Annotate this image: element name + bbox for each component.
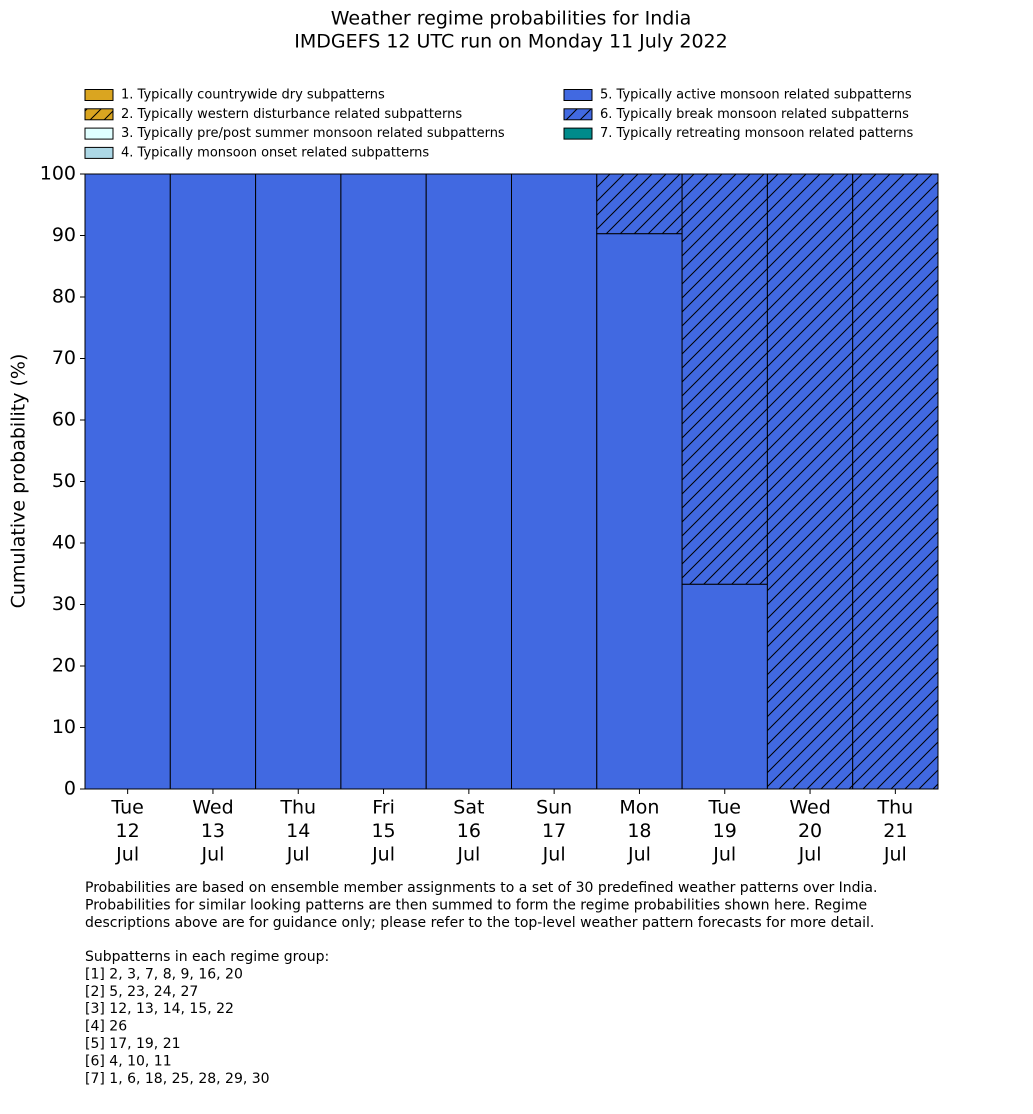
bar-segment (681, 583, 768, 790)
x-tick-label: 17 (542, 820, 566, 842)
y-tick-label: 100 (40, 163, 76, 185)
legend-swatch (84, 89, 114, 101)
bar-segment (596, 173, 683, 235)
x-tick-label: Jul (627, 844, 651, 866)
legend-label: 5. Typically active monsoon related subp… (600, 88, 912, 103)
x-tick-label: 16 (457, 820, 481, 842)
subpattern-line: [4] 26 (85, 1019, 127, 1035)
x-tick-label: 21 (883, 820, 907, 842)
subpattern-line: [1] 2, 3, 7, 8, 9, 16, 20 (85, 966, 243, 982)
subpattern-line: [5] 17, 19, 21 (85, 1036, 181, 1052)
y-tick-label: 30 (52, 593, 76, 615)
x-tick-label: 19 (713, 820, 737, 842)
x-tick-label: Jul (798, 844, 822, 866)
legend-label: 7. Typically retreating monsoon related … (600, 126, 913, 141)
x-tick-label: Sat (453, 797, 484, 819)
x-tick-label: Fri (372, 797, 395, 819)
legend-swatch (84, 127, 114, 140)
x-tick-label: 15 (371, 820, 395, 842)
legend-swatch (563, 108, 593, 121)
subpattern-line: [6] 4, 10, 11 (85, 1053, 172, 1069)
y-tick-label: 20 (52, 655, 76, 677)
legend-swatch (563, 127, 593, 140)
y-tick-label: 0 (64, 778, 76, 800)
x-tick-label: Wed (789, 797, 830, 819)
x-tick-label: 14 (286, 820, 310, 842)
x-tick-label: Jul (712, 844, 736, 866)
y-tick-label: 90 (52, 224, 76, 246)
subpattern-line: [7] 1, 6, 18, 25, 28, 29, 30 (85, 1071, 270, 1087)
x-tick-label: 18 (627, 820, 651, 842)
legend-swatch (84, 108, 114, 121)
legend-swatch (84, 146, 114, 159)
x-tick-label: Thu (876, 797, 913, 819)
chart-subtitle: IMDGEFS 12 UTC run on Monday 11 July 202… (294, 31, 727, 53)
x-tick-label: Jul (115, 844, 139, 866)
x-tick-label: 13 (201, 820, 225, 842)
chart-title: Weather regime probabilities for India (331, 8, 692, 30)
bar-segment (596, 233, 683, 790)
footnote: descriptions above are for guidance only… (85, 915, 874, 931)
bar-segment (511, 173, 598, 790)
y-tick-label: 70 (52, 347, 76, 369)
footnote: Probabilities are based on ensemble memb… (85, 880, 877, 896)
bar-segment (255, 173, 342, 790)
legend-label: 2. Typically western disturbance related… (121, 107, 462, 122)
bar-segment (425, 173, 513, 790)
y-tick-label: 80 (52, 286, 76, 308)
bar-segment (681, 173, 768, 585)
x-tick-label: Mon (619, 797, 659, 819)
y-tick-label: 60 (52, 409, 76, 431)
x-tick-label: Jul (456, 844, 480, 866)
bar-segment (766, 173, 854, 790)
legend-label: 3. Typically pre/post summer monsoon rel… (121, 126, 505, 141)
y-tick-label: 10 (52, 716, 76, 738)
footnote: Probabilities for similar looking patter… (85, 897, 867, 913)
x-tick-label: 12 (116, 820, 140, 842)
bar-segment (852, 173, 939, 790)
subpattern-line: [2] 5, 23, 24, 27 (85, 984, 198, 1000)
x-tick-label: Tue (708, 797, 741, 819)
x-tick-label: Thu (279, 797, 316, 819)
legend-label: 6. Typically break monsoon related subpa… (600, 107, 909, 122)
y-tick-label: 50 (52, 470, 76, 492)
x-tick-label: Jul (542, 844, 566, 866)
bar-segment (340, 173, 427, 790)
subpattern-line: [3] 12, 13, 14, 15, 22 (85, 1001, 234, 1017)
x-tick-label: Wed (192, 797, 233, 819)
x-tick-label: Sun (536, 797, 572, 819)
legend-label: 4. Typically monsoon onset related subpa… (121, 145, 429, 160)
legend-label: 1. Typically countrywide dry subpatterns (121, 88, 385, 103)
x-tick-label: Jul (286, 844, 310, 866)
x-tick-label: 20 (798, 820, 822, 842)
x-tick-label: Tue (110, 797, 143, 819)
x-tick-label: Jul (200, 844, 224, 866)
bar-segment (84, 173, 171, 790)
x-tick-label: Jul (371, 844, 395, 866)
y-tick-label: 40 (52, 532, 76, 554)
y-axis-label: Cumulative probability (%) (8, 354, 30, 609)
x-tick-label: Jul (883, 844, 907, 866)
bar-segment (169, 173, 257, 790)
legend-swatch (563, 89, 593, 101)
subpatterns-title: Subpatterns in each regime group: (85, 949, 329, 965)
